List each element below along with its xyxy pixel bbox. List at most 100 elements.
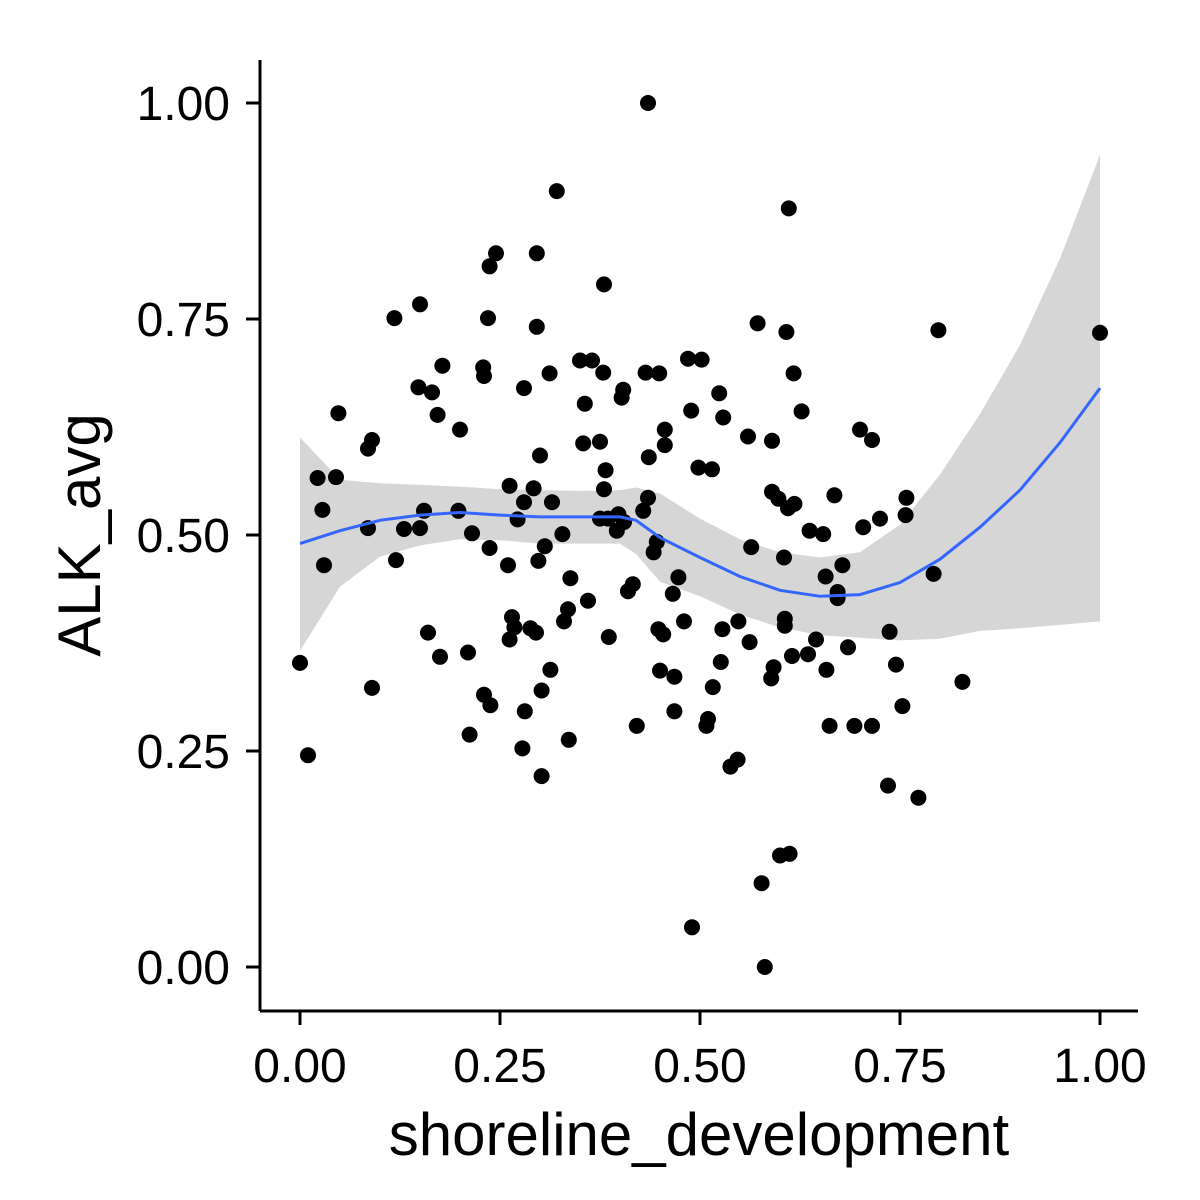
data-point xyxy=(864,717,880,734)
smooth-line xyxy=(299,387,1102,598)
x-tick-label: 1.00 xyxy=(1053,1040,1146,1093)
data-point xyxy=(516,703,533,720)
data-point xyxy=(954,673,971,690)
data-point xyxy=(765,659,782,676)
data-point xyxy=(386,310,403,327)
data-point xyxy=(808,631,824,648)
data-point xyxy=(741,634,758,651)
data-point xyxy=(514,740,531,757)
data-point xyxy=(528,245,545,262)
data-point xyxy=(388,552,404,569)
data-point xyxy=(651,365,668,382)
y-axis-title: ALK_avg xyxy=(46,413,113,657)
confidence-band xyxy=(300,154,1100,651)
y-tick-label: 1.00 xyxy=(137,78,230,131)
data-point xyxy=(930,322,947,339)
data-point xyxy=(450,502,467,519)
data-point xyxy=(764,432,780,449)
y-tick-label: 0.25 xyxy=(137,726,230,779)
data-point xyxy=(548,183,565,200)
y-tick-label: 0.50 xyxy=(137,510,230,563)
data-point xyxy=(488,245,504,262)
data-point xyxy=(743,539,760,556)
data-point xyxy=(481,540,498,556)
smooth-line-layer xyxy=(299,387,1102,598)
data-point xyxy=(925,565,942,582)
data-point xyxy=(664,585,681,602)
data-point xyxy=(556,613,572,630)
data-point xyxy=(652,662,668,679)
data-point xyxy=(628,717,645,734)
data-point xyxy=(753,875,770,892)
data-point xyxy=(410,379,427,396)
data-point xyxy=(815,526,832,543)
data-point xyxy=(818,661,835,678)
data-point xyxy=(509,511,526,528)
data-point xyxy=(482,697,499,714)
data-point xyxy=(640,489,656,506)
data-point xyxy=(501,631,518,648)
data-point xyxy=(712,654,729,670)
data-point xyxy=(700,711,716,727)
data-point xyxy=(840,639,856,656)
data-point xyxy=(846,717,863,734)
data-point xyxy=(670,569,687,586)
data-point xyxy=(420,624,436,641)
data-point xyxy=(532,447,548,464)
data-point xyxy=(533,682,550,699)
data-point xyxy=(541,365,558,382)
data-point xyxy=(666,668,683,685)
data-point xyxy=(412,520,428,537)
data-point xyxy=(676,613,692,630)
data-point xyxy=(572,352,588,369)
data-point xyxy=(562,570,579,587)
data-point xyxy=(575,435,592,452)
data-point xyxy=(872,510,888,527)
data-point xyxy=(597,462,614,479)
data-point xyxy=(528,624,544,641)
data-point xyxy=(683,402,700,419)
data-point xyxy=(576,395,593,412)
data-point xyxy=(793,403,810,420)
data-point xyxy=(656,437,673,454)
data-point xyxy=(784,648,800,664)
data-point xyxy=(424,384,440,401)
data-point xyxy=(704,679,721,696)
data-point xyxy=(817,568,834,585)
data-point xyxy=(525,480,542,497)
data-point xyxy=(786,495,803,512)
data-point xyxy=(595,364,612,381)
data-point xyxy=(864,432,880,448)
data-point xyxy=(480,310,496,327)
data-point xyxy=(432,648,448,665)
data-point xyxy=(1092,324,1108,341)
points-layer xyxy=(292,95,1108,975)
data-point xyxy=(396,521,412,537)
x-tick-label: 0.50 xyxy=(653,1040,746,1093)
data-point xyxy=(584,352,600,369)
data-point xyxy=(300,747,316,764)
data-point xyxy=(328,469,344,486)
confidence-band-layer xyxy=(300,154,1100,651)
data-point xyxy=(684,919,700,936)
data-point xyxy=(516,380,532,397)
data-point xyxy=(481,258,498,275)
data-point xyxy=(756,959,773,975)
data-point xyxy=(624,576,641,593)
data-point xyxy=(542,661,559,678)
data-point xyxy=(530,552,547,569)
data-point xyxy=(615,381,632,398)
data-point xyxy=(596,276,612,293)
x-ticks-layer: 0.00 0.25 0.50 0.75 1.00 xyxy=(253,1011,1147,1093)
data-point xyxy=(898,489,915,506)
data-point xyxy=(655,626,672,643)
data-point xyxy=(580,592,596,609)
data-point xyxy=(730,613,747,630)
data-point xyxy=(536,538,553,555)
data-point xyxy=(316,557,332,574)
data-point xyxy=(476,368,492,384)
data-point xyxy=(826,487,843,504)
data-point xyxy=(292,654,308,671)
data-point xyxy=(704,461,720,478)
